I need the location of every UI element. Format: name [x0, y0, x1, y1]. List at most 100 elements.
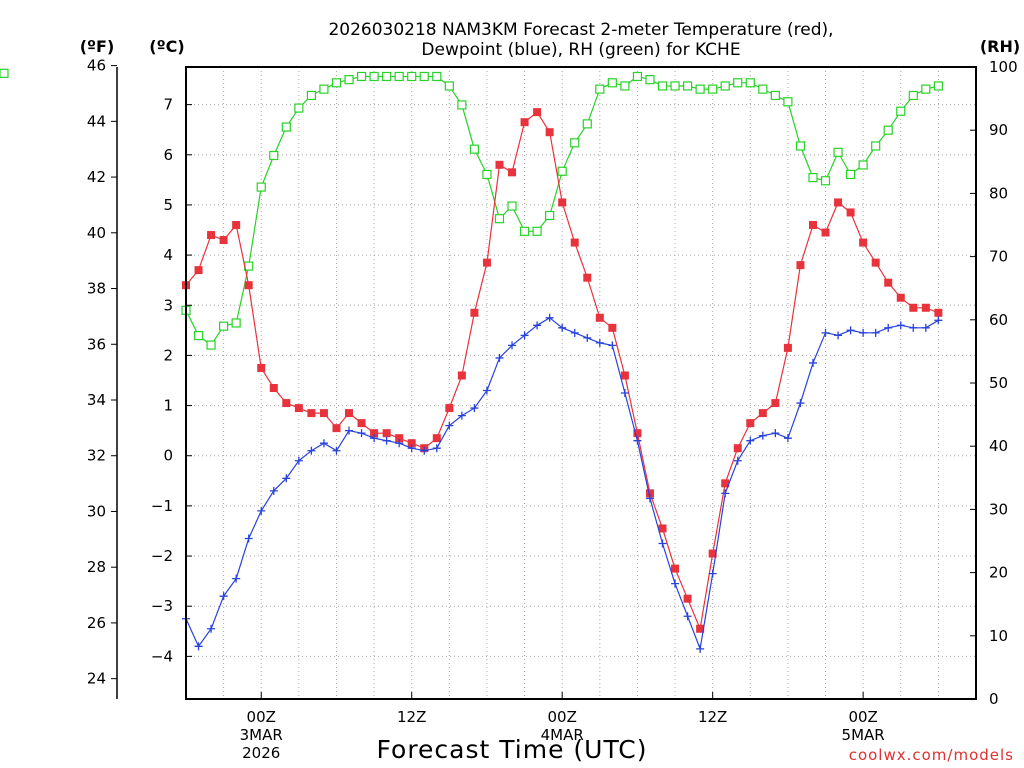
2-meter-temperature-point [382, 429, 391, 438]
2-meter-temperature-point [445, 404, 454, 413]
time-tick-label: 12Z [397, 708, 426, 726]
rh-point [582, 119, 592, 129]
plot-area-frame [185, 66, 977, 700]
rh-tick-label: 20 [989, 564, 1008, 582]
2-meter-temperature-point [495, 160, 504, 169]
rh-tick-label: 50 [989, 374, 1008, 392]
celsius-tick-label: −1 [151, 497, 173, 515]
rh-tick-label: 80 [989, 184, 1008, 202]
2-meter-temperature-point [244, 281, 253, 290]
2-meter-temperature-point [934, 308, 943, 317]
rh-point [231, 318, 241, 328]
dewpoint-point [407, 444, 416, 453]
dewpoint-point [395, 439, 404, 448]
2-meter-temperature-point [482, 258, 491, 267]
rh-point [883, 125, 893, 135]
2-meter-temperature-point [570, 238, 579, 247]
2-meter-temperature-point [357, 419, 366, 428]
x-axis-label: Forecast Time (UTC) [377, 735, 648, 764]
dewpoint-point [846, 326, 855, 335]
dewpoint-point [457, 411, 466, 420]
dewpoint-point [194, 642, 203, 651]
fahrenheit-tick-label: 30 [87, 502, 106, 520]
time-tick-label: 00Z [848, 708, 877, 726]
rh-point [382, 71, 392, 82]
dewpoint-point [545, 313, 554, 322]
dewpoint-point [508, 341, 517, 350]
dewpoint-point [345, 426, 354, 435]
2-meter-temperature-point [294, 404, 303, 413]
2-meter-temperature-point [658, 524, 667, 533]
rh-tick-label: 40 [989, 437, 1008, 455]
credit-label: coolwx.com/models [849, 746, 1014, 764]
dewpoint-point [871, 328, 880, 337]
dewpoint-point [796, 399, 805, 408]
dewpoint-point [420, 446, 429, 455]
fahrenheit-tick-label: 34 [87, 391, 106, 409]
fahrenheit-tick-label: 26 [87, 614, 106, 632]
2-meter-temperature-point [508, 168, 517, 177]
rh-point [620, 81, 630, 91]
rh-point [331, 78, 342, 88]
dewpoint-point [432, 444, 441, 453]
dewpoint-point [595, 338, 604, 347]
rh-point [444, 81, 454, 91]
celsius-tick-label: 4 [163, 246, 173, 264]
celsius-tick-label: 2 [163, 346, 173, 364]
dewpoint-point [382, 436, 391, 445]
2-meter-temperature-point [771, 399, 780, 408]
dewpoint-point [746, 436, 755, 445]
celsius-tick-label: 7 [163, 96, 173, 114]
2-meter-temperature-point [721, 479, 730, 488]
fahrenheit-tick-label: 44 [87, 112, 106, 130]
2-meter-temperature-point [194, 266, 203, 275]
dewpoint-point [482, 386, 491, 395]
2-meter-temperature-point [783, 343, 792, 352]
rh-point [632, 71, 643, 82]
2-meter-temperature-point [846, 208, 855, 217]
dewpoint-point [821, 328, 830, 337]
rh-point [808, 173, 818, 183]
dewpoint-point [884, 323, 893, 332]
rh-tick-label: 60 [989, 311, 1008, 329]
dewpoint-point [445, 421, 454, 430]
2-meter-temperature-point [257, 363, 266, 372]
2-meter-temperature-point [645, 489, 654, 498]
2-meter-temperature-point [269, 384, 278, 393]
rh-point [545, 210, 555, 221]
dewpoint-point [708, 569, 717, 578]
dewpoint-point [934, 316, 943, 325]
2-meter-temperature-point [370, 429, 379, 438]
rh-point [344, 75, 354, 85]
2-meter-temperature-point [219, 236, 228, 245]
2-meter-temperature-point [808, 221, 817, 229]
2-meter-temperature-point [319, 409, 328, 418]
series-layer [0, 68, 943, 653]
2-meter-temperature-point [821, 228, 830, 237]
dewpoint-point [558, 323, 567, 332]
rh-point [432, 71, 442, 82]
2-meter-temperature-point [733, 444, 742, 453]
rh-unit-label: (RH) [980, 37, 1020, 56]
rh-point [281, 122, 291, 132]
rh-point [820, 176, 831, 186]
rh-point [745, 78, 755, 88]
celsius-tick-label: 3 [163, 296, 173, 314]
celsius-tick-label: −3 [151, 597, 173, 615]
rh-point [369, 71, 379, 82]
2-meter-temperature-point [633, 429, 642, 438]
celsius-unit-label: (ºC) [149, 37, 184, 56]
rh-point [846, 169, 856, 180]
rh-point [206, 340, 216, 350]
chart-title-line1: 2026030218 NAM3KM Forecast 2-meter Tempe… [328, 20, 833, 40]
date-tick-label: 5MAR [842, 726, 885, 744]
dewpoint-point [733, 456, 742, 465]
dewpoint-point [658, 539, 667, 548]
rh-point [758, 84, 768, 94]
2-meter-temperature-point [620, 371, 629, 380]
dewpoint-point [520, 331, 529, 340]
2-meter-temperature-point [859, 238, 868, 247]
dewpoint-point [834, 331, 843, 340]
rh-point [219, 321, 229, 331]
